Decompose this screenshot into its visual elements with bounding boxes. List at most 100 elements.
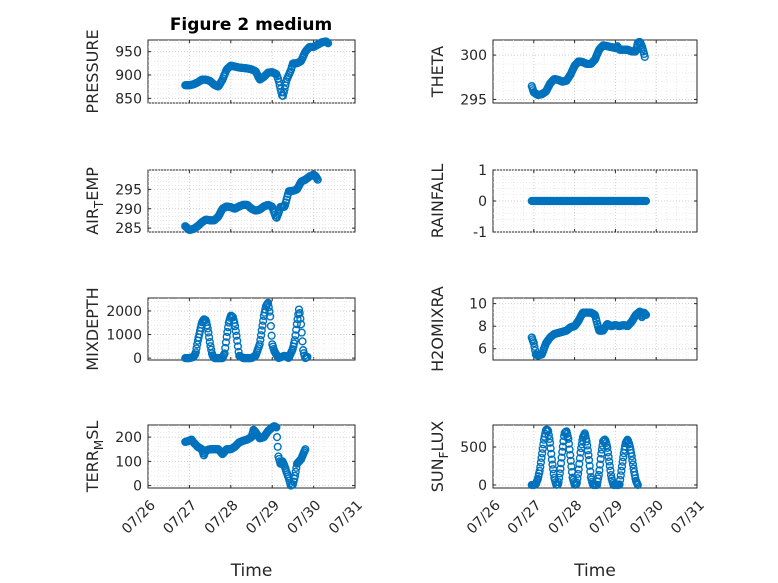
y-tick-label: 6 bbox=[478, 342, 487, 358]
data-point bbox=[603, 448, 613, 457]
y-tick-label: 2000 bbox=[106, 304, 142, 320]
data-point bbox=[605, 461, 614, 471]
x-tick-label: 07/30 bbox=[627, 498, 667, 538]
data-point bbox=[615, 480, 624, 489]
x-tick-label: 07/29 bbox=[586, 498, 626, 538]
data-point bbox=[538, 449, 547, 458]
data-point bbox=[280, 85, 289, 94]
data-point bbox=[619, 453, 628, 462]
data-point bbox=[537, 453, 546, 463]
data-point bbox=[256, 331, 266, 340]
data-point bbox=[223, 327, 232, 337]
y-tick-label: 100 bbox=[115, 454, 142, 470]
data-point bbox=[272, 423, 281, 432]
data-point bbox=[572, 478, 581, 487]
data-point bbox=[256, 335, 265, 345]
subplot-h2omixra: 6 8 10 H2OMIXRA bbox=[428, 286, 698, 372]
data-point bbox=[584, 456, 594, 465]
subplot-theta: 295 300 THETA bbox=[428, 37, 698, 108]
data-point bbox=[255, 340, 264, 349]
data-point bbox=[272, 433, 282, 442]
x-tick-label: 07/31 bbox=[326, 498, 366, 538]
data-point bbox=[576, 448, 585, 457]
data-point bbox=[536, 458, 546, 467]
data-point bbox=[221, 338, 231, 347]
data-point bbox=[583, 446, 592, 455]
y-axis-label: TERRMSL bbox=[83, 421, 106, 494]
y-tick-label: 8 bbox=[478, 319, 487, 335]
data-point bbox=[259, 316, 268, 325]
data-point bbox=[258, 321, 267, 330]
data-point bbox=[606, 471, 616, 480]
data-point bbox=[313, 175, 322, 184]
x-tick-label: 07/27 bbox=[160, 498, 200, 538]
subplot-sun-flux: 07/26 07/27 07/28 07/29 07/30 07/31 0 500 SUNFLU… bbox=[428, 421, 708, 581]
data-point bbox=[529, 338, 538, 348]
subplot-terr-msl: 07/26 07/27 07/28 07/29 07/30 07/31 0 100 200 TER… bbox=[83, 421, 366, 581]
data-point bbox=[633, 480, 642, 490]
data-point bbox=[295, 308, 304, 318]
data-point bbox=[564, 434, 573, 443]
data-point bbox=[298, 337, 307, 346]
data-point bbox=[641, 310, 651, 320]
data-point bbox=[604, 452, 613, 462]
data-point bbox=[297, 328, 306, 337]
data-point bbox=[594, 474, 603, 483]
data-point bbox=[289, 339, 299, 348]
data-point bbox=[595, 466, 604, 475]
subplot-rainfall: -1 0 1 RAINFALL bbox=[428, 163, 698, 241]
data-point bbox=[640, 52, 649, 61]
y-tick-label: 285 bbox=[115, 221, 142, 237]
data-point bbox=[555, 469, 564, 478]
data-point bbox=[230, 322, 240, 331]
data-point bbox=[548, 460, 557, 469]
data-point bbox=[630, 471, 639, 480]
data-point bbox=[222, 332, 231, 341]
y-tick-label: 10 bbox=[469, 297, 487, 313]
data-point bbox=[544, 430, 553, 440]
data-point bbox=[323, 39, 333, 48]
data-point bbox=[296, 320, 306, 329]
data-point bbox=[556, 459, 566, 468]
x-tick-label: 07/29 bbox=[243, 498, 283, 538]
x-tick-label: 07/31 bbox=[668, 498, 708, 538]
y-axis-label: THETA bbox=[428, 46, 447, 98]
data-point bbox=[545, 434, 554, 444]
data-point bbox=[564, 439, 574, 448]
x-tick-label: 07/28 bbox=[202, 498, 242, 538]
data-point bbox=[231, 326, 240, 336]
y-tick-label: 0 bbox=[133, 479, 142, 495]
x-tick-label: 07/26 bbox=[464, 497, 504, 537]
data-point bbox=[627, 452, 636, 461]
data-point bbox=[545, 438, 555, 447]
y-tick-label: 0 bbox=[478, 194, 487, 210]
y-axis-label: PRESSURE bbox=[83, 29, 102, 113]
x-tick-label: 07/27 bbox=[505, 498, 545, 538]
data-point bbox=[191, 348, 200, 357]
y-axis-label: SUNFLUX bbox=[428, 421, 451, 493]
data-point bbox=[617, 462, 627, 471]
y-tick-label: 1 bbox=[478, 163, 487, 179]
y-tick-label: 295 bbox=[460, 92, 487, 108]
data-point bbox=[536, 462, 545, 472]
data-point bbox=[558, 447, 567, 456]
data-point bbox=[547, 449, 556, 459]
data-point bbox=[584, 450, 593, 460]
y-tick-label: 900 bbox=[115, 68, 142, 84]
data-point bbox=[273, 442, 282, 451]
y-axis-label: H2OMIXRA bbox=[428, 286, 447, 372]
data-point bbox=[574, 465, 583, 474]
data-point bbox=[605, 457, 614, 466]
data-point bbox=[294, 310, 303, 319]
data-point bbox=[205, 337, 214, 347]
data-point bbox=[296, 314, 305, 323]
data-point bbox=[583, 441, 592, 450]
data-point bbox=[264, 303, 273, 312]
x-tick-label: 07/26 bbox=[119, 497, 159, 537]
data-point bbox=[641, 196, 651, 206]
data-point bbox=[603, 443, 612, 452]
data-point bbox=[575, 454, 585, 463]
data-point bbox=[566, 456, 575, 465]
data-point bbox=[192, 344, 201, 353]
figure-title: Figure 2 medium bbox=[170, 15, 332, 35]
